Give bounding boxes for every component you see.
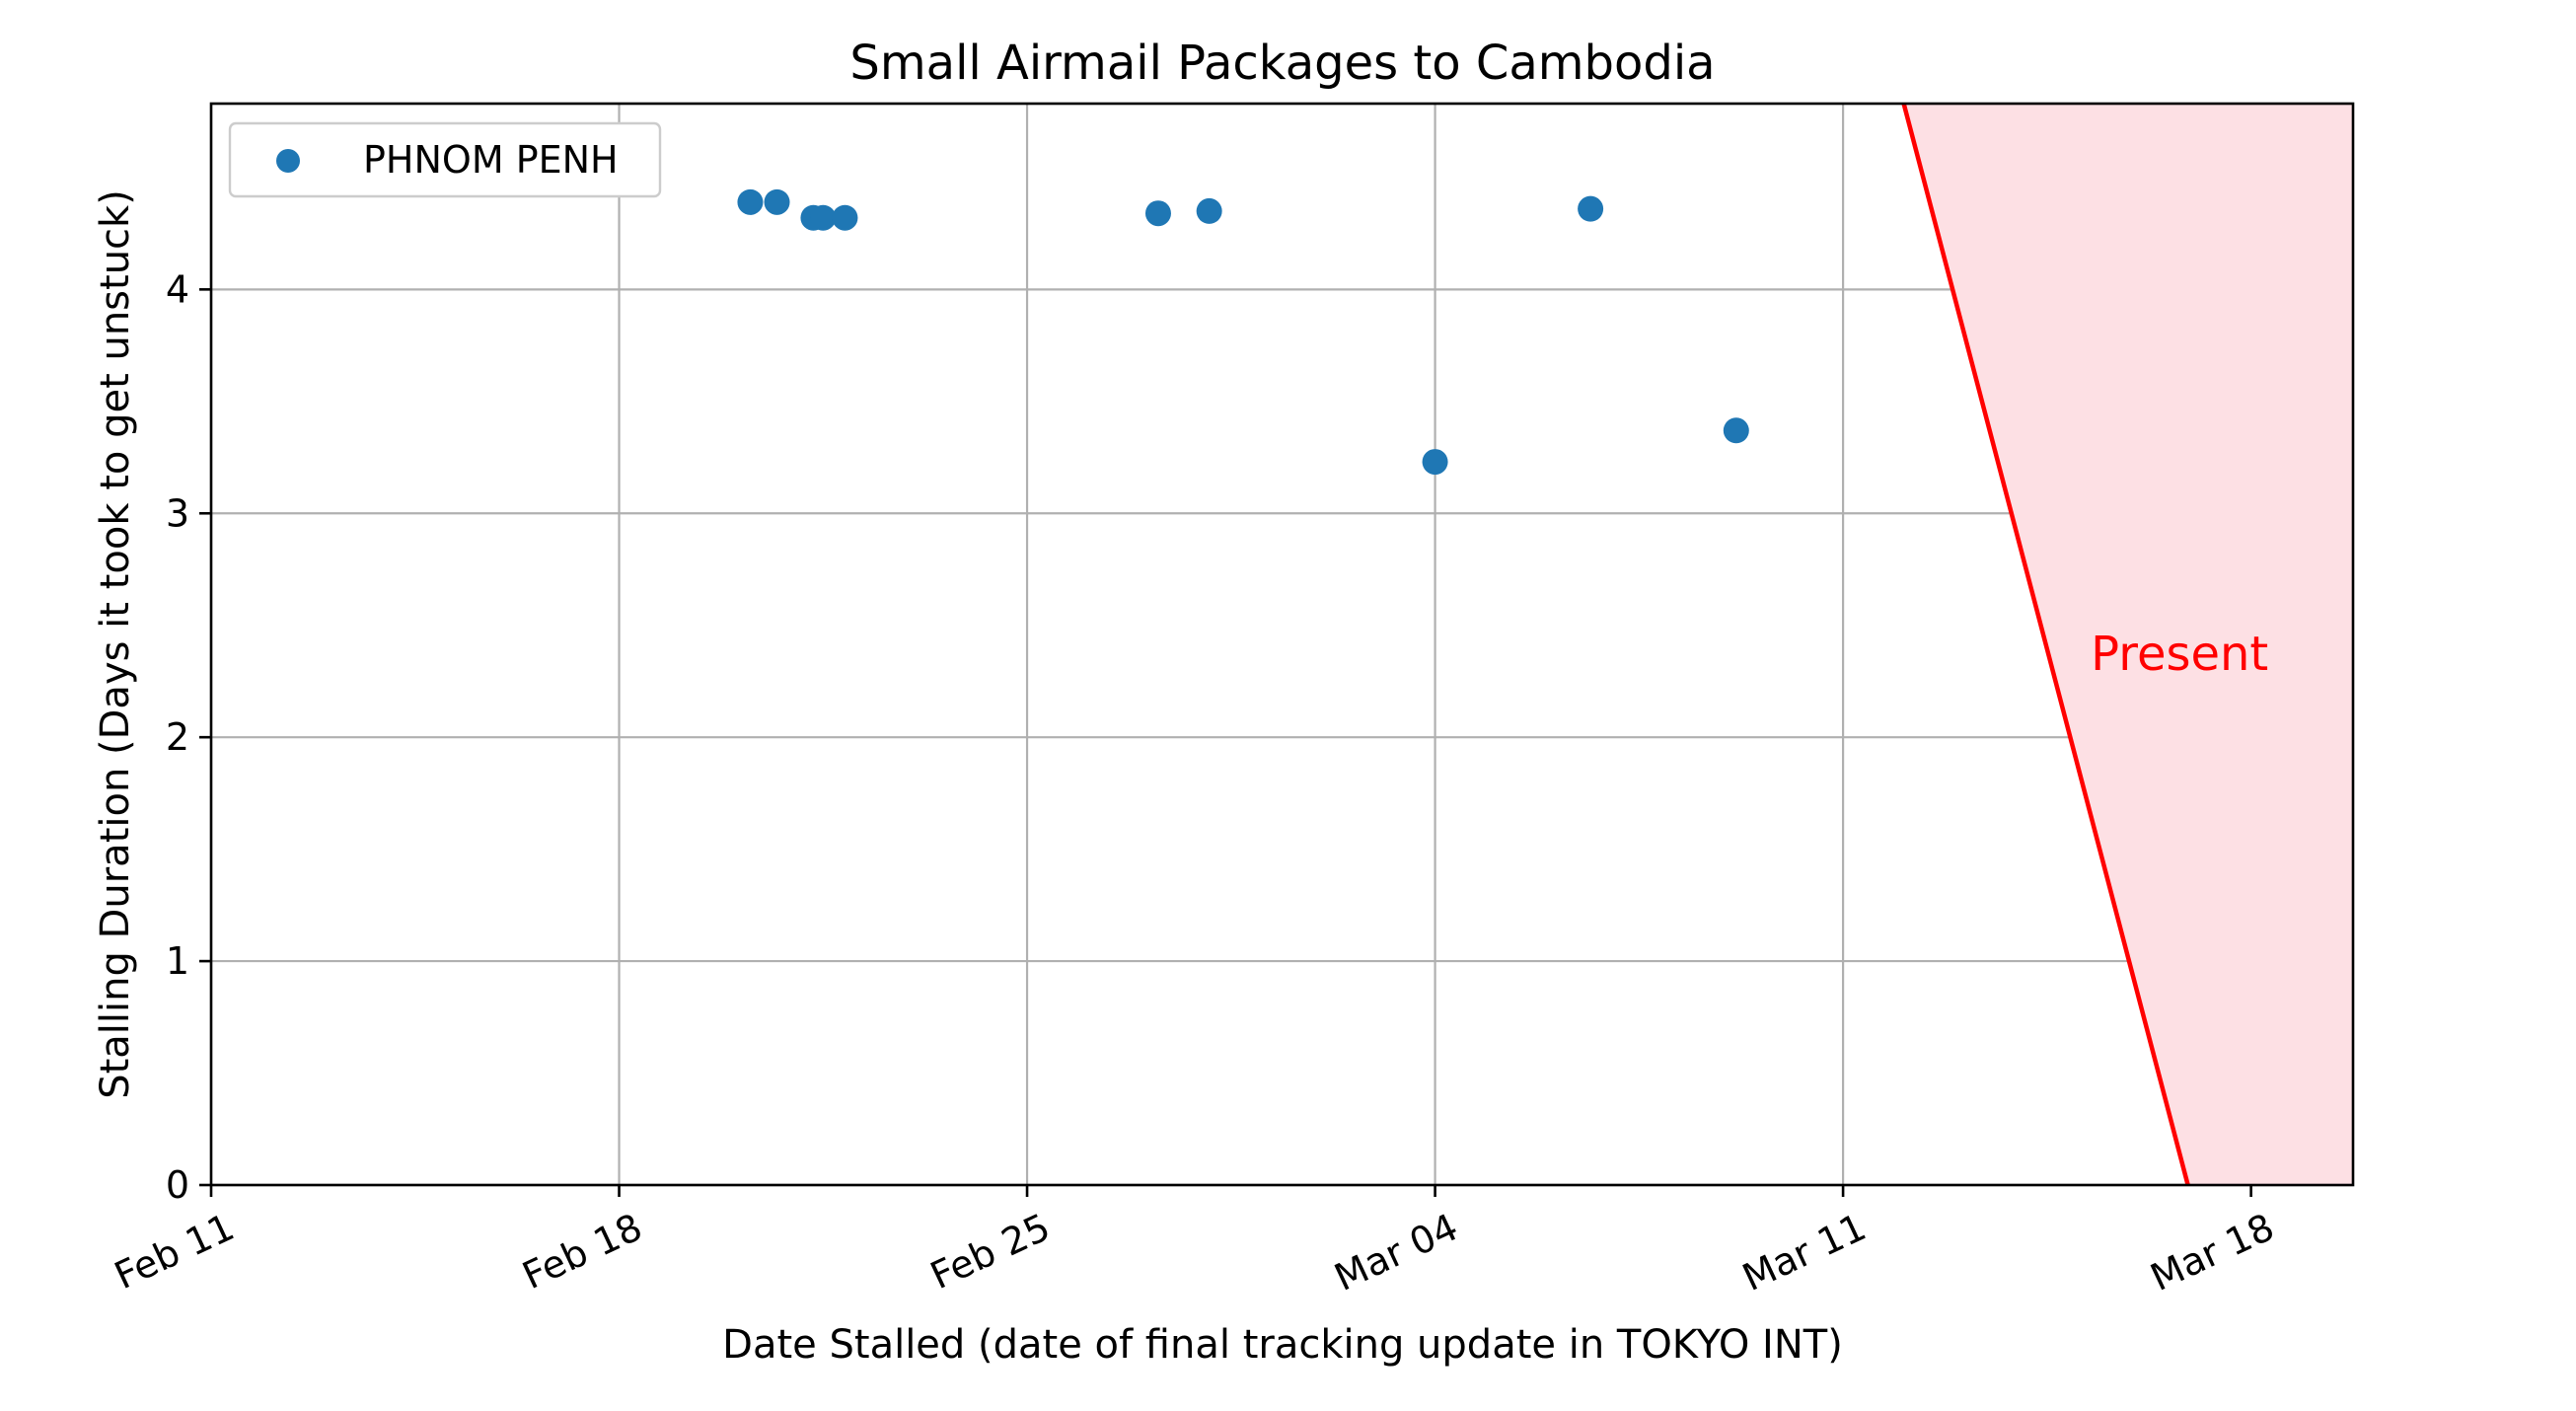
data-point [764, 188, 790, 215]
axes-frame [209, 102, 2355, 1187]
data-point [1723, 417, 1749, 444]
data-point [810, 204, 837, 231]
y-axis: 0 1 2 3 4 [166, 267, 211, 1207]
present-region [1903, 104, 2353, 1185]
present-region-layer [1901, 104, 2353, 1185]
legend-box [228, 121, 662, 198]
annotation-layer: Present [2091, 627, 2268, 682]
chart-title: Small Airmail Packages to Cambodia [849, 36, 1715, 91]
y-axis-label: Stalling Duration (Days it took to get u… [93, 189, 138, 1099]
data-point [1144, 200, 1171, 227]
legend-label: PHNOM PENH [363, 138, 619, 182]
y-tick-label: 4 [166, 267, 189, 311]
y-tick-label: 1 [166, 939, 189, 983]
legend-marker [276, 149, 300, 173]
x-axis-label: Date Stalled (date of final tracking upd… [722, 1322, 1843, 1368]
y-tick-label: 3 [166, 491, 189, 535]
data-point [832, 204, 858, 231]
y-tick-label: 2 [166, 715, 189, 759]
data-point [737, 188, 764, 215]
data-point [1422, 449, 1448, 476]
data-point [1196, 197, 1222, 224]
data-points-layer [737, 188, 1749, 476]
present-label: Present [2091, 627, 2268, 682]
data-point [1578, 195, 1604, 222]
legend: PHNOM PENH [228, 121, 662, 198]
present-line [1901, 104, 2190, 1185]
plot-area: Present [209, 102, 2355, 1187]
y-tick-label: 0 [166, 1163, 189, 1207]
